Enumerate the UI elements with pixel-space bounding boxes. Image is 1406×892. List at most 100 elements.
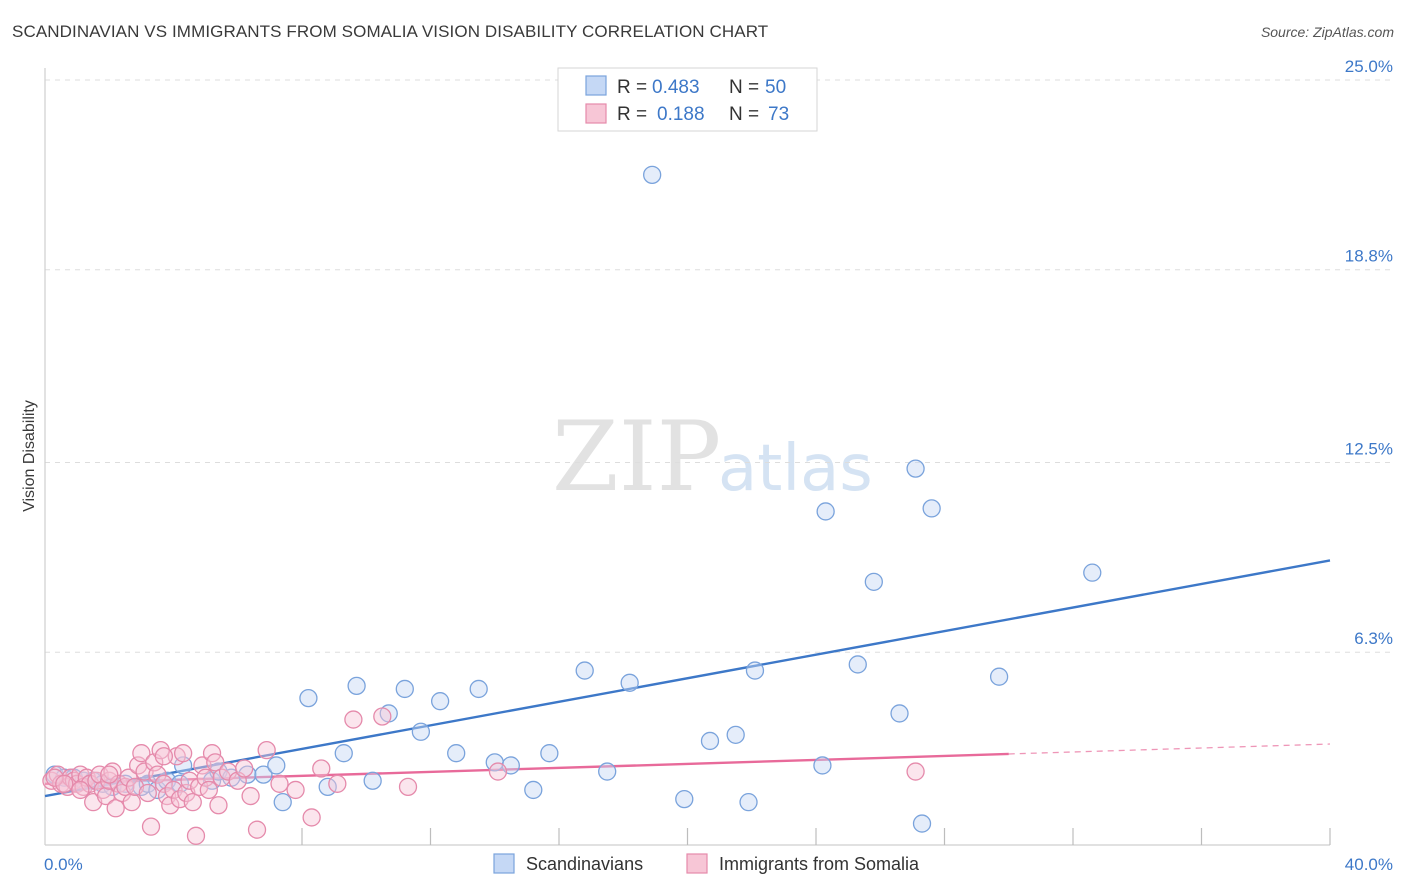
somalia-point-49 [206,753,225,772]
scandinavian-point-19 [267,756,286,775]
scandinavian-point-40 [675,789,694,809]
somalia-point-68 [45,768,64,787]
scandinavian-point-36 [575,661,594,680]
scandinavian-point-53 [989,667,1009,686]
scandinavian-point-41 [700,731,720,751]
somalia-point-67 [906,762,925,781]
scandinavian-point-51 [912,814,932,833]
series-legend-swatch-somalia [686,853,708,874]
somalia-point-60 [302,808,321,827]
somalia-point-50 [209,796,228,815]
watermark-atlas: atlas [718,432,873,506]
y-tick-label-1: 12.5% [1345,440,1393,459]
scatter-points [42,165,1102,845]
y-tick-label-0: 6.3% [1354,629,1393,648]
somalia-point-31 [148,765,167,784]
stats-legend: R = 0.483 N = 50 R = 0.188 N = 73 [557,67,818,132]
series-legend: Scandinavians Immigrants from Somalia [493,853,920,874]
somalia-point-69 [55,774,74,793]
y-axis-label: Vision Disability [21,400,38,512]
series-legend-swatch-scandinavians [493,853,515,874]
somalia-point-58 [270,774,289,793]
somalia-point-18 [106,799,125,818]
somalia-point-70 [71,780,90,800]
scandinavian-point-25 [363,771,382,790]
somalia-point-22 [119,768,138,787]
somalia-point-57 [257,740,276,760]
legend-n-value-2: 73 [768,104,789,125]
trend-lines [44,559,1331,798]
scandinavian-point-44 [745,661,765,680]
scandinavian-point-48 [890,704,909,723]
legend-n-label-1: N = [729,77,759,98]
scandinavian-point-45 [813,756,832,775]
scandinavian-point-50 [922,499,941,518]
scandinavian-point-37 [598,762,617,781]
scandinavian-point-38 [620,673,639,692]
scandinavian-trend-line [44,559,1331,798]
source-label: Source: ZipAtlas.com [1260,24,1394,40]
somalia-point-59 [286,780,305,800]
somalia-trend-line-extension [1008,743,1331,755]
series-legend-label-scandinavians: Scandinavians [526,854,643,874]
scandinavian-point-31 [469,679,488,699]
scandinavian-point-28 [411,722,431,741]
somalia-point-39 [173,744,193,763]
somalia-point-54 [235,759,254,778]
somalia-point-61 [312,759,331,778]
scandinavian-point-49 [906,459,925,478]
somalia-point-35 [161,796,180,815]
somalia-point-64 [373,707,392,726]
x-tick-label-right: 40.0% [1345,855,1393,874]
somalia-point-56 [247,820,267,839]
legend-r-label-1: R = [617,77,647,98]
somalia-point-66 [488,762,508,781]
legend-r-value-1: 0.483 [652,77,700,98]
legend-n-label-2: N = [729,104,759,125]
scandinavian-point-21 [299,688,318,708]
scandinavian-point-52 [816,502,835,521]
scandinavian-point-43 [739,793,758,812]
scandinavian-point-27 [395,679,414,699]
series-legend-label-somalia: Immigrants from Somalia [719,854,920,874]
somalia-point-72 [154,747,174,766]
scandinavian-point-29 [430,692,450,711]
somalia-point-23 [122,793,141,812]
y-tick-label-3: 25.0% [1345,57,1393,76]
scandinavian-point-47 [864,572,883,591]
x-tick-label-left: 0.0% [44,855,83,874]
somalia-point-43 [186,826,206,845]
scandinavian-point-39 [643,165,662,185]
somalia-point-63 [344,710,363,729]
x-ticks: 0.0% 40.0% [44,828,1393,874]
somalia-point-29 [141,817,161,836]
somalia-point-65 [398,777,418,797]
scandinavian-point-46 [848,655,867,674]
scandinavian-point-23 [334,744,353,763]
scandinavian-point-34 [524,780,543,800]
legend-swatch-blue [585,75,607,96]
somalia-point-55 [241,786,260,806]
somalia-point-26 [132,744,151,763]
scandinavian-point-54 [1083,563,1102,582]
legend-n-value-1: 50 [765,77,786,98]
scandinavian-point-24 [347,676,366,696]
legend-r-value-2: 0.188 [657,104,705,125]
legend-r-label-2: R = [617,104,647,125]
watermark-zip: ZIP [552,401,721,513]
somalia-trend-line [44,752,1009,785]
chart-title: SCANDINAVIAN VS IMMIGRANTS FROM SOMALIA … [12,22,769,41]
y-tick-labels: 6.3% 12.5% 18.8% 25.0% [1345,57,1393,648]
scandinavian-point-18 [254,765,273,784]
scandinavian-point-30 [447,744,466,763]
scandinavian-point-42 [726,725,745,744]
somalia-point-28 [138,783,157,803]
somalia-point-42 [183,793,202,812]
somalia-point-71 [100,765,119,784]
somalia-point-47 [199,780,218,800]
scandinavian-point-35 [540,744,559,763]
somalia-point-62 [328,774,347,793]
gridlines [45,79,1390,653]
y-tick-label-2: 18.8% [1345,247,1393,266]
